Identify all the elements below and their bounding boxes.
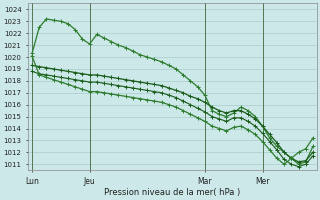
X-axis label: Pression niveau de la mer( hPa ): Pression niveau de la mer( hPa ) [104, 188, 241, 197]
